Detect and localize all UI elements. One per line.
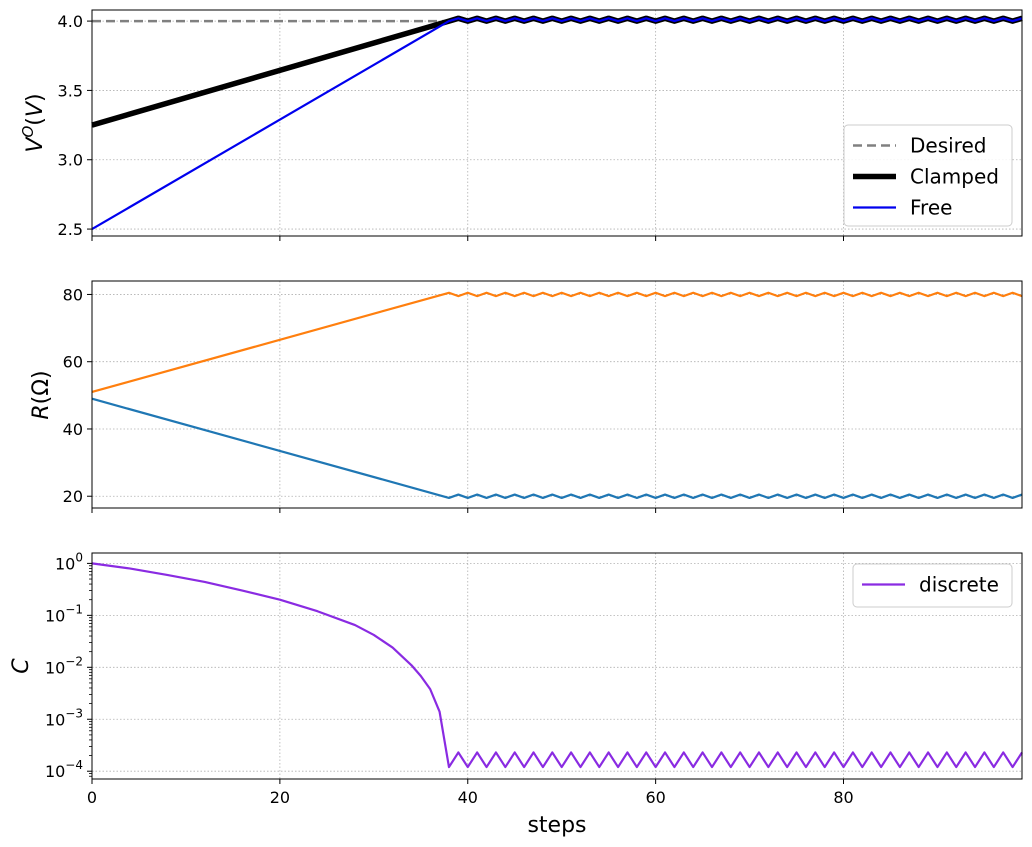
voltage-axes-frame (91, 9, 1023, 237)
legend-box (852, 563, 1013, 608)
voltage-axis-label: VO(V) (19, 93, 48, 152)
series-line-series-0 (91, 291, 1023, 394)
legend-box (843, 124, 1013, 227)
y-tick-label: 10−3 (45, 706, 83, 729)
series-line-series-1 (91, 397, 1023, 500)
resistance-axes-frame (91, 280, 1023, 509)
legend-label: Free (910, 196, 952, 220)
x-tick-label: 0 (87, 788, 97, 807)
y-tick-label: 3.5 (58, 81, 83, 100)
cost-panel: 100 10−1 10−2 10−3 10−40 20 40 60 80 C steps dis… (9, 550, 1023, 838)
legend-label: Clamped (910, 165, 999, 189)
y-tick-label: 100 (55, 550, 83, 573)
x-tick-label: 20 (270, 788, 290, 807)
y-tick-label: 10−1 (45, 602, 83, 625)
y-tick-label: 40 (63, 420, 83, 439)
y-tick-label: 4.0 (58, 12, 83, 31)
y-tick-label: 20 (63, 487, 83, 506)
y-tick-label: 60 (63, 353, 83, 372)
y-tick-label: 3.0 (58, 151, 83, 170)
y-tick-label: 10−2 (45, 654, 83, 677)
legend-label: discrete (919, 573, 999, 597)
x-tick-label: 60 (645, 788, 665, 807)
series-line-discrete (91, 562, 1023, 769)
x-tick-label: 40 (458, 788, 478, 807)
resistance-panel: 20 40 60 80 R(Ω) (29, 280, 1023, 513)
y-tick-label: 80 (63, 285, 83, 304)
y-tick-label: 2.5 (58, 220, 83, 239)
series-line-free (91, 17, 1023, 231)
steps-axis-label: steps (527, 813, 586, 838)
cost-axes-frame (91, 552, 1023, 780)
resistance-axis-label: R(Ω) (29, 370, 54, 419)
cost-axis-label: C (9, 658, 34, 674)
x-tick-label: 80 (833, 788, 853, 807)
y-tick-label: 10−4 (45, 758, 83, 781)
legend-label: Desired (910, 134, 986, 158)
series-line-clamped (91, 15, 1023, 128)
voltage-panel: 2.5 3.0 3.5 4.0 VO(V) Desired Clamped Free (19, 9, 1023, 241)
